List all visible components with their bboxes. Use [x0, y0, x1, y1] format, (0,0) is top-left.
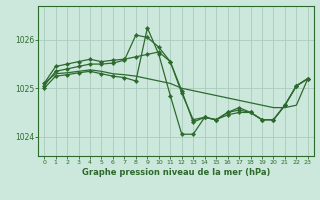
- X-axis label: Graphe pression niveau de la mer (hPa): Graphe pression niveau de la mer (hPa): [82, 168, 270, 177]
